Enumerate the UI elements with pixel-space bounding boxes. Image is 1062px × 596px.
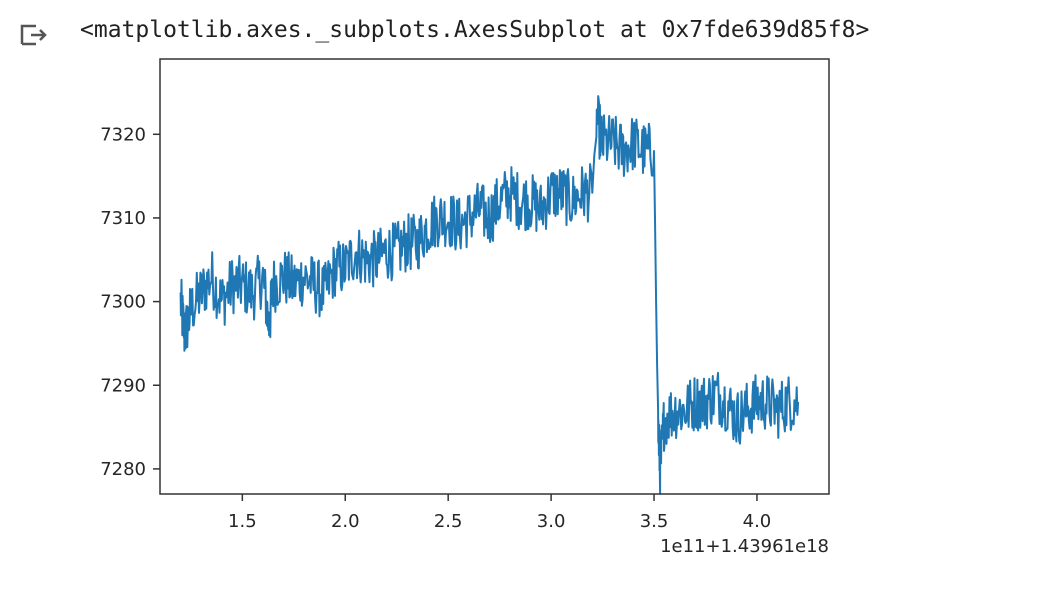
x-axis-offset-label: 1e11+1.43961e18 [660, 536, 829, 557]
axes-frame [159, 58, 830, 495]
x-tick-label: 3.5 [640, 511, 669, 532]
y-tick-label: 7290 [100, 375, 146, 396]
x-tick-label: 3.0 [537, 511, 566, 532]
y-axis-ticks: 7280 7290 7300 7310 7320 [100, 124, 160, 480]
y-tick-label: 7320 [100, 124, 146, 145]
output-arrow-icon [20, 24, 47, 46]
x-axis-ticks: 1.5 2.0 2.5 3.0 3.5 4.0 [228, 494, 771, 532]
x-tick-label: 2.0 [331, 511, 360, 532]
x-tick-label: 4.0 [743, 511, 772, 532]
output-repr-text: <matplotlib.axes._subplots.AxesSubplot a… [80, 17, 870, 43]
x-tick-label: 2.5 [434, 511, 463, 532]
y-tick-label: 7300 [100, 292, 146, 313]
y-tick-label: 7310 [100, 208, 146, 229]
plot-area [179, 95, 800, 495]
x-tick-label: 1.5 [228, 511, 257, 532]
y-tick-label: 7280 [100, 459, 146, 480]
series-line [179, 95, 800, 495]
